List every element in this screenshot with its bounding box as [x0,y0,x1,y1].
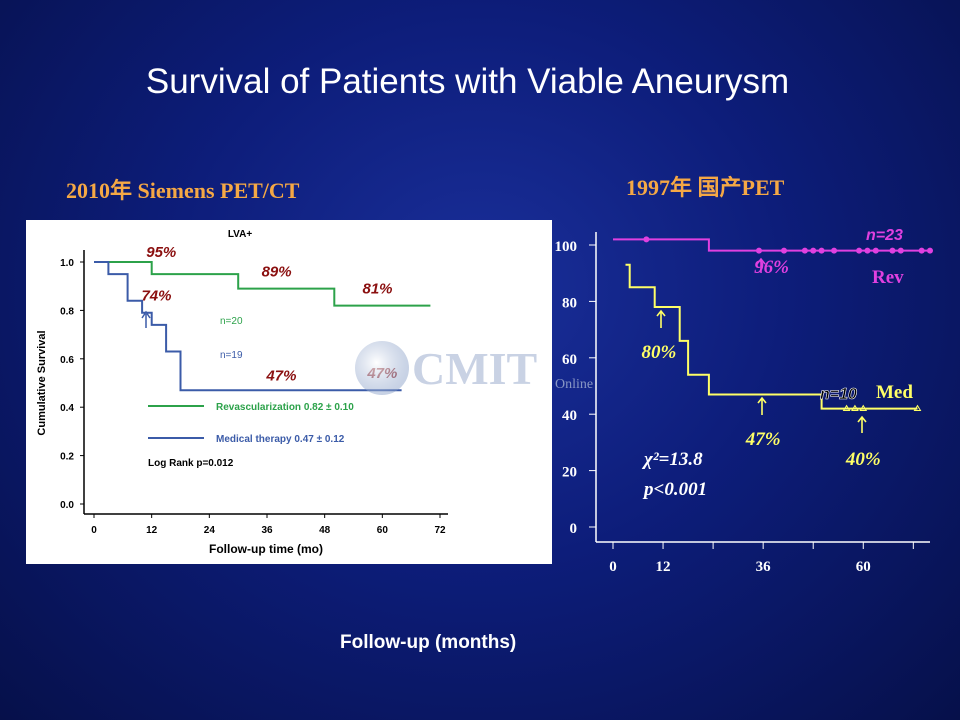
x-tick-label: 12 [146,525,158,536]
rev-series-label: Rev [872,267,904,288]
right-heading: 1997年 国产PET [626,175,785,200]
rev-legend-label: Revascularization 0.82 ± 0.10 [216,402,354,413]
med-series-label: Med [876,382,913,403]
left-heading: 2010年 Siemens PET/CT [66,178,300,203]
y-tick-label: 0.2 [60,452,74,463]
med-legend-label: Medical therapy 0.47 ± 0.12 [216,434,345,445]
arrow-icon [141,310,151,328]
rev-censor-mark [801,247,808,254]
survival-annotation: 47% [745,429,781,450]
survival-annotation: 81% [363,280,393,297]
rev-count-label: n=23 [866,227,903,244]
y-tick-label: 60 [562,352,577,368]
x-tick-label: 12 [656,559,671,575]
med-censor-mark [913,404,922,412]
rev-censor-mark [927,247,933,254]
y-tick-label: 0 [570,521,578,537]
rev-censor-mark [872,247,879,254]
rev-censor-mark [918,247,925,254]
med-count-label: n=10 [820,386,857,403]
revascularization-curve [94,261,431,307]
left-chart-panel: 0.0 0.2 0.4 0.6 0.8 1.0 0 12 24 36 48 60 72 Cumulativ… [26,220,552,564]
rev-censor-mark [897,247,904,254]
arrow-icon [656,309,666,328]
survival-annotation: 47% [265,368,296,385]
rev-censor-mark [755,247,762,254]
rev-censor-mark [889,247,896,254]
x-tick-label: 48 [319,525,331,536]
y-tick-label: 1.0 [60,258,74,269]
y-tick-label: 80 [562,295,577,311]
survival-annotation: 40% [845,449,881,470]
x-tick-label: 60 [377,525,389,536]
stat-line: χ²=13.8 [641,449,703,470]
survival-annotation: 80% [641,342,676,363]
x-tick-label: 60 [856,559,871,575]
med-censor-mark [842,404,851,412]
x-tick-label: 72 [434,525,446,536]
rev-censor-mark [781,247,788,254]
survival-annotation: 95% [146,244,176,261]
x-tick-label: 24 [204,525,216,536]
y-tick-label: 20 [562,465,577,481]
y-tick-label: 40 [562,408,577,424]
x-tick-label: 36 [756,559,772,575]
med-censor-mark [859,404,868,412]
rev-censor-mark [831,247,838,254]
rev-censor-mark [864,247,871,254]
watermark-logo: CMIT Online [355,341,593,395]
watermark-sub: Online [555,377,593,392]
rev-count-label: n=20 [220,316,243,327]
x-axis-footer: Follow-up (months) [340,632,517,653]
y-tick-label: 0.8 [60,306,74,317]
arrow-icon [857,415,867,433]
rev-censor-mark [810,247,817,254]
globe-icon [355,341,409,395]
x-tick-label: 0 [91,525,97,536]
x-axis-label: Follow-up time (mo) [209,542,323,556]
rev-censor-mark [643,236,650,243]
stat-line: p<0.001 [642,479,707,500]
y-tick-label: 100 [555,239,578,255]
y-tick-label: 0.6 [60,355,74,366]
chart-title: LVA+ [228,229,253,240]
med-censor-mark [851,404,859,412]
arrow-icon [757,396,767,415]
med-curve [625,263,918,410]
y-tick-label: 0.4 [60,403,74,414]
survival-annotation: 74% [141,288,171,305]
log-rank-label: Log Rank p=0.012 [148,458,234,469]
x-tick-label: 0 [609,559,617,575]
rev-censor-mark [856,247,863,254]
slide-title: Survival of Patients with Viable Aneurys… [145,62,790,101]
rev-censor-mark [818,247,825,254]
survival-annotation: 89% [262,264,292,281]
x-tick-label: 36 [261,525,273,536]
med-count-label: n=19 [220,350,243,361]
watermark-main: CMIT [412,343,537,394]
y-axis-label: Cumulative Survival [36,330,48,435]
arrow-icon [756,257,766,273]
y-tick-label: 0.0 [60,500,74,511]
